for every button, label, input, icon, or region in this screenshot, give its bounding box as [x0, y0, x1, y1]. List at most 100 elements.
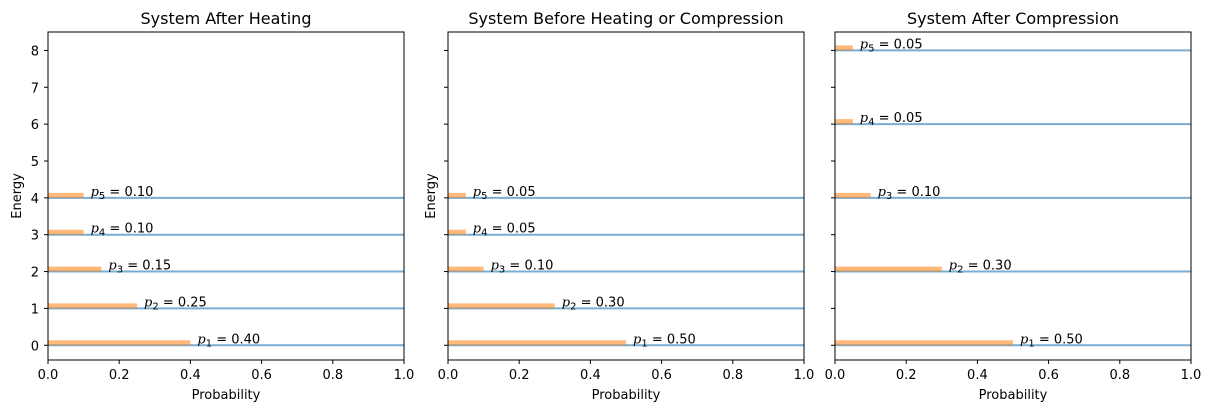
probability-label-value: = 0.50 — [648, 332, 696, 347]
probability-label-subscript: 2 — [570, 301, 576, 312]
probability-label: p1 = 0.50 — [633, 332, 696, 349]
y-axis-label: Energy — [424, 173, 439, 219]
y-tick-label: 5 — [31, 155, 39, 170]
x-tick-label: 0.8 — [322, 368, 343, 383]
probability-label-subscript: 1 — [1028, 338, 1034, 349]
y-tick-label: 8 — [31, 44, 39, 59]
probability-bar — [835, 192, 871, 198]
probability-label-subscript: 4 — [99, 228, 105, 239]
x-axis-label: Probability — [592, 388, 661, 403]
chart-title: System After Compression — [907, 9, 1119, 28]
y-tick-label: 7 — [31, 81, 39, 96]
probability-label-subscript: 2 — [957, 265, 963, 276]
probability-label: p5 = 0.05 — [860, 37, 923, 54]
probability-label-value: = 0.05 — [488, 185, 536, 200]
probability-label-subscript: 2 — [152, 301, 158, 312]
probability-label-value: = 0.10 — [105, 222, 153, 237]
probability-label-value: = 0.10 — [505, 259, 553, 274]
probability-label-value: = 0.05 — [875, 111, 923, 126]
probability-label-symbol: p — [108, 259, 117, 274]
x-tick-label: 1.0 — [794, 368, 815, 383]
x-tick-label: 0.6 — [251, 368, 272, 383]
probability-label: p4 = 0.10 — [91, 222, 154, 239]
y-tick-label: 2 — [31, 266, 39, 281]
probability-bar — [48, 340, 191, 346]
probability-label-subscript: 1 — [641, 338, 647, 349]
x-tick-label: 0.4 — [180, 368, 201, 383]
probability-label-subscript: 1 — [206, 338, 212, 349]
probability-label: p4 = 0.05 — [473, 222, 536, 239]
probability-label-symbol: p — [473, 222, 482, 237]
probability-label-value: = 0.30 — [964, 259, 1012, 274]
probability-label: p2 = 0.30 — [562, 295, 625, 312]
probability-bar — [448, 266, 484, 272]
x-axis-label: Probability — [192, 388, 261, 403]
x-tick-label: 0.0 — [438, 368, 459, 383]
probability-label-symbol: p — [633, 332, 642, 347]
probability-label-subscript: 3 — [499, 265, 505, 276]
probability-label-subscript: 5 — [481, 191, 487, 202]
x-tick-label: 0.0 — [825, 368, 846, 383]
probability-label-symbol: p — [562, 295, 571, 310]
probability-label-value: = 0.30 — [577, 295, 625, 310]
x-tick-label: 0.6 — [651, 368, 672, 383]
axes-frame — [447, 31, 805, 361]
probability-label-value: = 0.10 — [105, 185, 153, 200]
x-tick-label: 0.2 — [509, 368, 530, 383]
probability-label: p5 = 0.10 — [91, 185, 154, 202]
probability-label-value: = 0.25 — [159, 295, 207, 310]
probability-label-symbol: p — [91, 222, 100, 237]
probability-bar — [48, 229, 84, 235]
probability-label-symbol: p — [144, 295, 153, 310]
axes-frame — [47, 31, 405, 361]
probability-label: p4 = 0.05 — [860, 111, 923, 128]
x-tick-label: 1.0 — [1181, 368, 1202, 383]
y-axis-label: Energy — [10, 173, 25, 219]
x-tick-label: 0.8 — [722, 368, 743, 383]
probability-label-symbol: p — [91, 185, 100, 200]
probability-label: p1 = 0.40 — [197, 332, 260, 349]
probability-label-subscript: 5 — [99, 191, 105, 202]
probability-label-value: = 0.15 — [123, 259, 171, 274]
x-tick-label: 0.8 — [1109, 368, 1130, 383]
probability-label: p2 = 0.30 — [949, 259, 1012, 276]
chart-title: System After Heating — [141, 9, 312, 28]
y-tick-label: 0 — [31, 339, 39, 354]
probability-label-subscript: 5 — [868, 43, 874, 54]
probability-label: p1 = 0.50 — [1020, 332, 1083, 349]
probability-bar — [448, 229, 466, 235]
probability-bar — [835, 45, 853, 51]
probability-bar — [448, 303, 555, 309]
probability-label: p3 = 0.10 — [878, 185, 941, 202]
x-tick-label: 1.0 — [394, 368, 415, 383]
probability-label-value: = 0.50 — [1035, 332, 1083, 347]
probability-label-symbol: p — [197, 332, 206, 347]
probability-label-subscript: 3 — [886, 191, 892, 202]
y-tick-label: 4 — [31, 192, 39, 207]
probability-bar — [48, 303, 137, 309]
probability-label-value: = 0.05 — [875, 37, 923, 52]
probability-label: p5 = 0.05 — [473, 185, 536, 202]
probability-label-symbol: p — [878, 185, 887, 200]
probability-label-symbol: p — [473, 185, 482, 200]
probability-label-symbol: p — [860, 111, 869, 126]
chart-title: System Before Heating or Compression — [468, 9, 783, 28]
x-tick-label: 0.2 — [109, 368, 130, 383]
probability-label-symbol: p — [949, 259, 958, 274]
probability-label: p3 = 0.10 — [491, 259, 554, 276]
probability-bar — [835, 119, 853, 125]
probability-bar — [835, 266, 942, 272]
y-tick-label: 6 — [31, 118, 39, 133]
probability-bar — [48, 192, 84, 198]
probability-bar — [835, 340, 1013, 346]
x-tick-label: 0.4 — [967, 368, 988, 383]
y-tick-label: 1 — [31, 302, 39, 317]
probability-label-subscript: 4 — [481, 228, 487, 239]
x-tick-label: 0.2 — [896, 368, 917, 383]
probability-label-symbol: p — [860, 37, 869, 52]
